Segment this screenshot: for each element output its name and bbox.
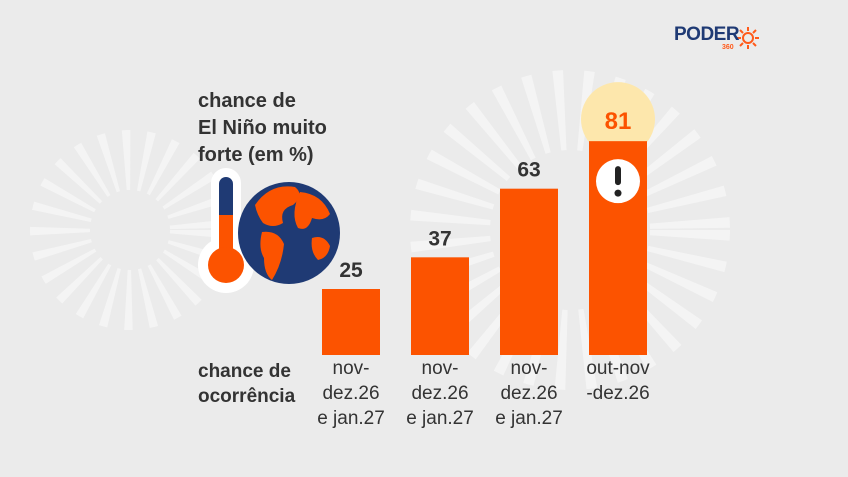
x-axis-label: chance de ocorrência [198, 361, 296, 407]
background-rays [30, 70, 730, 390]
brand: PODER [674, 24, 740, 45]
x-tick-label: nov- dez.26 e jan.27 [406, 358, 474, 429]
highlight-circle [581, 82, 655, 157]
x-tick-label: out-nov -dez.26 [586, 358, 650, 404]
bar [500, 188, 558, 355]
bar [322, 289, 380, 355]
brand-sub: 360 [722, 44, 734, 51]
thermometer [198, 168, 254, 293]
warning-icon-dot [614, 189, 622, 197]
value-label: 63 [517, 159, 540, 182]
x-tick-label: nov- dez.26 e jan.27 [495, 358, 563, 429]
chart-title: chance de El Niño muito forte (em %) [198, 90, 327, 166]
logo-sun [737, 27, 759, 49]
value-label: 81 [605, 108, 632, 135]
bar [411, 257, 469, 355]
value-label: 25 [339, 259, 363, 282]
x-tick-label: nov- dez.26 e jan.27 [317, 358, 385, 429]
warning-icon-bar [615, 166, 621, 186]
value-label: 37 [428, 227, 451, 250]
globe [238, 182, 340, 284]
